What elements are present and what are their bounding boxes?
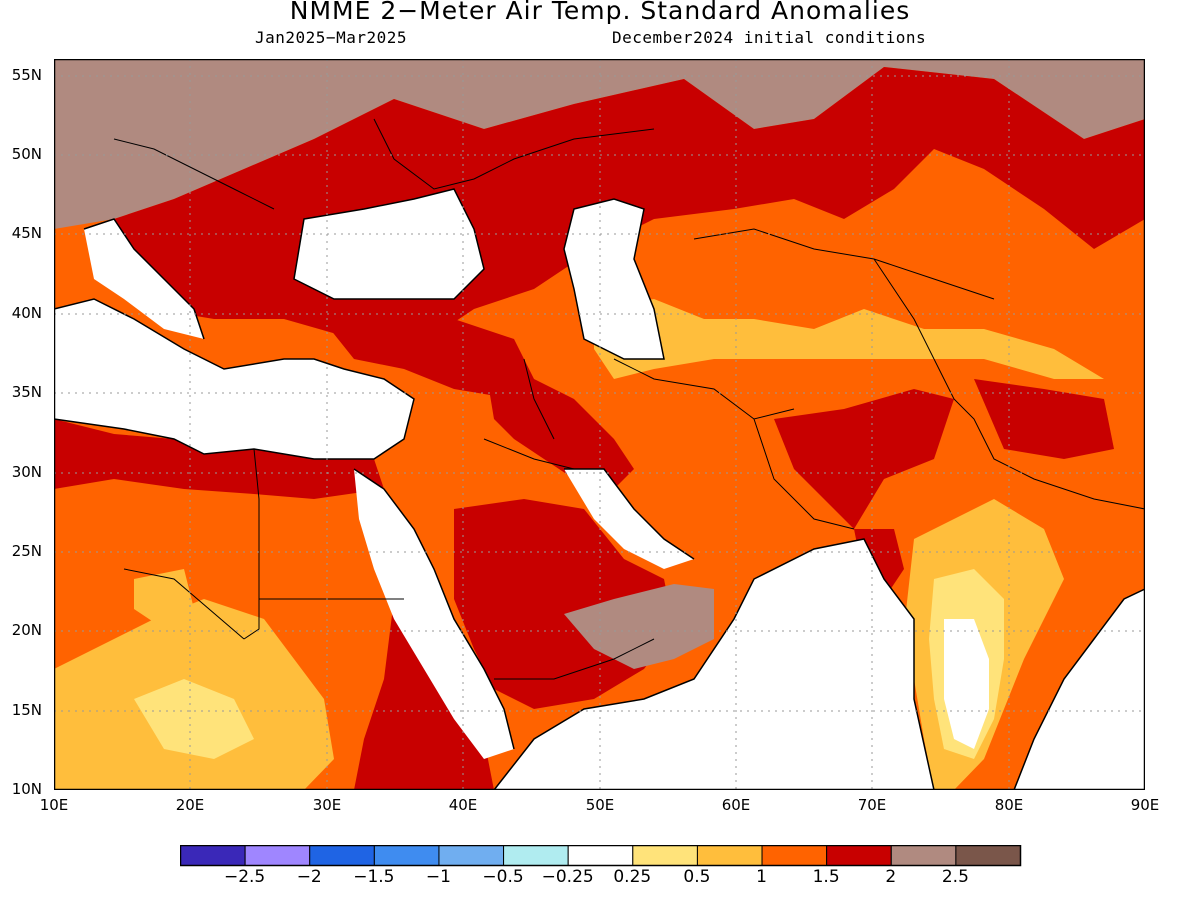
lon-label: 20E [175,796,205,814]
anomaly-region-white-mediterranean [54,299,414,459]
colorbar-swatch [373,845,440,866]
anomaly-region-white-italy [84,219,204,339]
colorbar-tick-label: −1 [425,867,451,887]
anomaly-region-red-iraq [484,359,634,489]
anomaly-region-white-bay-of-bengal [1014,589,1145,790]
colorbar-tick-label: −2.5 [223,867,266,887]
anomaly-map [54,59,1145,790]
colorbar-swatch [503,845,569,866]
lat-label: 15N [11,701,42,719]
anomaly-region-red-turkey [314,309,534,399]
colorbar-swatch [826,845,892,866]
initial-conditions: December2024 initial conditions [612,28,927,47]
colorbar-swatch [696,845,763,866]
anomaly-region-lightorange-chad [134,569,194,629]
colorbar-tick-label: 2 [885,867,897,887]
anomaly-region-white-caspian [564,199,664,359]
anomaly-region-red-east-africa [354,599,494,790]
lat-label: 50N [11,145,42,163]
anomaly-region-white-persian-gulf [564,469,694,569]
map-title: NMME 2−Meter Air Temp. Standard Anomalie… [289,0,911,25]
colorbar-tick-label: −0.5 [482,867,524,887]
colorbar-swatch [890,845,957,866]
lon-label: 30E [312,796,342,814]
lat-label: 40N [11,304,42,322]
lon-label: 10E [39,796,69,814]
map-frame [54,59,1145,790]
lon-label: 60E [721,796,751,814]
colorbar-swatch [567,845,634,866]
lat-label: 20N [11,621,42,639]
lat-label: 30N [11,463,42,481]
colorbar [180,845,1022,867]
coastlines [54,188,1145,790]
colorbar-tick-label: 0.25 [613,867,652,887]
colorbar-tick-label: 1 [756,867,767,887]
colorbar-tick-label: −2 [296,867,322,887]
lat-label: 10N [11,780,42,798]
lon-label: 90E [1130,796,1160,814]
anomaly-region-white-red-sea [354,469,514,759]
colorbar-frame [180,845,1022,867]
colorbar-swatch [309,845,375,866]
colorbar-swatch [632,845,698,866]
colorbar-tick-label: 2.5 [941,867,969,887]
anomaly-region-white-arabian-sea [494,539,934,790]
colorbar-swatch [244,845,311,866]
lat-label: 45N [11,224,42,242]
lon-label: 80E [994,796,1024,814]
colorbar-swatch [761,845,828,866]
lat-label: 35N [11,383,42,401]
anomaly-region-red-south-asia [774,389,954,529]
lat-label: 55N [11,66,42,84]
colorbar-tick-label: −0.25 [541,867,594,887]
graticule [54,59,1145,790]
lon-label: 40E [448,796,478,814]
colorbar-swatch [438,845,505,866]
lon-label: 50E [585,796,615,814]
anomaly-region-white-black-sea [294,189,484,299]
anomaly-region-red-north-africa [54,419,384,499]
anomaly-region-yellow-sahel [134,679,254,759]
anomaly-region-lightorange-central-asia [594,299,1104,379]
colorbar-swatch [180,845,246,866]
colorbar-tick-label: 0.5 [683,867,711,887]
colorbar-swatch [955,845,1022,866]
forecast-period: Jan2025−Mar2025 [255,28,407,47]
lon-label: 70E [857,796,887,814]
anomaly-region-white-india [944,619,989,749]
lat-label: 25N [11,542,42,560]
colorbar-tick-label: 1.5 [812,867,840,887]
anomaly-region-brown-oman [564,584,714,669]
country-borders [113,118,1145,680]
colorbar-tick-label: −1.5 [353,867,395,887]
